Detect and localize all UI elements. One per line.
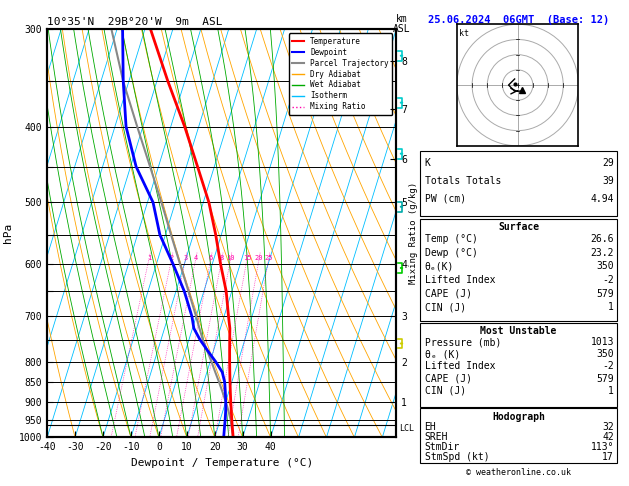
Text: Mixing Ratio (g/kg): Mixing Ratio (g/kg) — [409, 182, 418, 284]
Text: -2: -2 — [602, 275, 614, 285]
Text: Pressure (mb): Pressure (mb) — [425, 337, 501, 347]
Text: km: km — [396, 14, 407, 24]
Text: 1: 1 — [608, 386, 614, 396]
Text: 20: 20 — [255, 256, 264, 261]
Text: 25: 25 — [264, 256, 273, 261]
Text: 1: 1 — [608, 302, 614, 312]
Text: CAPE (J): CAPE (J) — [425, 289, 472, 298]
Text: 25.06.2024  06GMT  (Base: 12): 25.06.2024 06GMT (Base: 12) — [428, 15, 610, 25]
Text: 15: 15 — [243, 256, 252, 261]
Text: StmSpd (kt): StmSpd (kt) — [425, 452, 489, 462]
Text: Lifted Index: Lifted Index — [425, 275, 495, 285]
Text: 23.2: 23.2 — [591, 248, 614, 258]
Text: kt: kt — [459, 29, 469, 38]
Text: 42: 42 — [602, 432, 614, 442]
Text: 4.94: 4.94 — [591, 194, 614, 204]
Text: K: K — [425, 158, 430, 168]
Text: 17: 17 — [602, 452, 614, 462]
Text: 26.6: 26.6 — [591, 234, 614, 244]
Text: 10°35'N  29B°20'W  9m  ASL: 10°35'N 29B°20'W 9m ASL — [47, 17, 223, 27]
Text: 350: 350 — [596, 349, 614, 359]
Text: CIN (J): CIN (J) — [425, 302, 465, 312]
Text: Hodograph: Hodograph — [492, 412, 545, 421]
Legend: Temperature, Dewpoint, Parcel Trajectory, Dry Adiabat, Wet Adiabat, Isotherm, Mi: Temperature, Dewpoint, Parcel Trajectory… — [289, 33, 392, 115]
Text: 579: 579 — [596, 289, 614, 298]
Text: Lifted Index: Lifted Index — [425, 362, 495, 371]
Text: θₑ (K): θₑ (K) — [425, 349, 460, 359]
Text: 4: 4 — [194, 256, 198, 261]
Text: 32: 32 — [602, 422, 614, 432]
Text: Dewp (°C): Dewp (°C) — [425, 248, 477, 258]
Text: Most Unstable: Most Unstable — [481, 326, 557, 336]
Text: EH: EH — [425, 422, 437, 432]
Text: 8: 8 — [220, 256, 224, 261]
Text: 3: 3 — [184, 256, 187, 261]
Text: 2: 2 — [169, 256, 174, 261]
Text: ASL: ASL — [392, 24, 410, 34]
Text: 10: 10 — [226, 256, 235, 261]
Text: CIN (J): CIN (J) — [425, 386, 465, 396]
Text: © weatheronline.co.uk: © weatheronline.co.uk — [467, 468, 571, 477]
Text: Temp (°C): Temp (°C) — [425, 234, 477, 244]
Text: -2: -2 — [602, 362, 614, 371]
X-axis label: Dewpoint / Temperature (°C): Dewpoint / Temperature (°C) — [131, 458, 313, 468]
Y-axis label: hPa: hPa — [3, 223, 13, 243]
Text: StmDir: StmDir — [425, 442, 460, 452]
Text: CAPE (J): CAPE (J) — [425, 374, 472, 383]
Text: Totals Totals: Totals Totals — [425, 176, 501, 186]
Text: SREH: SREH — [425, 432, 448, 442]
Text: 39: 39 — [602, 176, 614, 186]
Text: LCL: LCL — [399, 424, 415, 433]
Text: PW (cm): PW (cm) — [425, 194, 465, 204]
Text: 29: 29 — [602, 158, 614, 168]
Text: Surface: Surface — [498, 222, 539, 232]
Text: 6: 6 — [209, 256, 213, 261]
Text: 113°: 113° — [591, 442, 614, 452]
Text: 350: 350 — [596, 261, 614, 271]
Text: 1013: 1013 — [591, 337, 614, 347]
Text: 1: 1 — [147, 256, 151, 261]
Text: θₑ(K): θₑ(K) — [425, 261, 454, 271]
Text: 579: 579 — [596, 374, 614, 383]
